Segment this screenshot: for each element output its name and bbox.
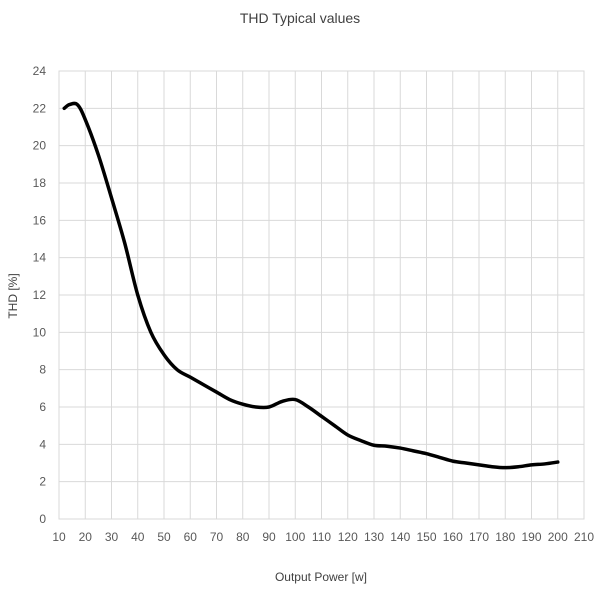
x-axis-ticks: 10 20 30 40 50 60 70 80 90 100 110 120 130 140 150 160 1… [52, 530, 594, 544]
x-tick-label: 120 [338, 530, 358, 544]
x-tick-label: 160 [443, 530, 463, 544]
y-tick-label: 24 [33, 64, 47, 78]
x-tick-label: 210 [574, 530, 594, 544]
x-tick-label: 80 [236, 530, 250, 544]
x-tick-label: 200 [548, 530, 568, 544]
x-tick-label: 60 [184, 530, 198, 544]
series-group [62, 101, 560, 470]
x-tick-label: 170 [469, 530, 489, 544]
y-tick-label: 8 [39, 363, 46, 377]
x-tick-label: 110 [312, 530, 331, 544]
y-tick-label: 0 [39, 512, 46, 526]
thd-series-line [62, 101, 560, 470]
x-tick-label: 180 [495, 530, 515, 544]
x-axis-label: Output Power [w] [275, 570, 367, 584]
x-tick-label: 190 [521, 530, 541, 544]
y-tick-label: 4 [39, 437, 46, 451]
y-tick-label: 18 [33, 176, 47, 190]
x-tick-label: 140 [390, 530, 410, 544]
y-tick-label: 6 [39, 400, 46, 414]
x-tick-label: 70 [210, 530, 224, 544]
x-tick-label: 90 [262, 530, 276, 544]
y-tick-label: 20 [33, 139, 47, 153]
x-tick-label: 130 [364, 530, 384, 544]
grid-lines [58, 70, 585, 520]
x-tick-label: 20 [79, 530, 93, 544]
y-tick-label: 12 [33, 288, 47, 302]
y-tick-label: 16 [33, 213, 47, 227]
x-tick-label: 10 [52, 530, 66, 544]
x-tick-label: 50 [157, 530, 171, 544]
x-tick-label: 30 [105, 530, 119, 544]
x-tick-label: 100 [285, 530, 305, 544]
y-tick-label: 14 [33, 251, 47, 265]
chart-title: THD Typical values [240, 10, 360, 26]
y-tick-label: 2 [39, 475, 46, 489]
y-tick-label: 10 [33, 325, 47, 339]
y-tick-label: 22 [33, 101, 47, 115]
plot-area-border [58, 70, 585, 520]
x-tick-label: 150 [416, 530, 436, 544]
y-axis-label: THD [%] [6, 273, 20, 318]
x-tick-label: 40 [131, 530, 145, 544]
